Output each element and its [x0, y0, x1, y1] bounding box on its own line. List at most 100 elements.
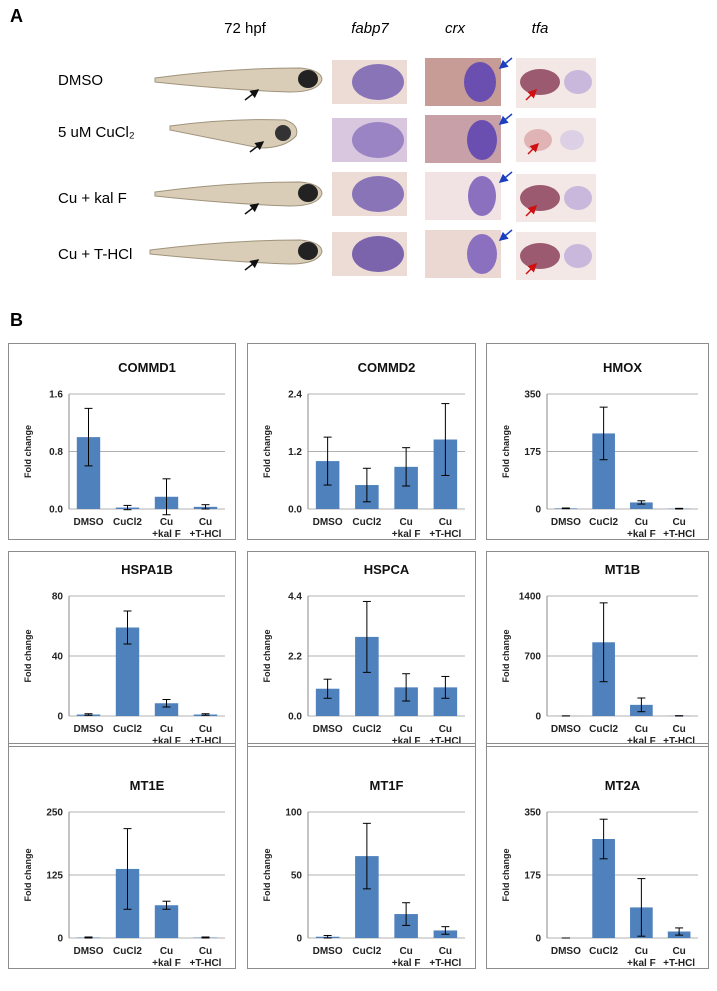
y-tick-label: 0: [296, 934, 302, 945]
x-tick-label: DMSO: [550, 724, 581, 735]
embryo-images: [149, 57, 596, 280]
x-tick-label: DMSO: [312, 946, 343, 957]
error-bar: [123, 610, 132, 645]
x-tick-label: Cu +T-HCl: [663, 517, 696, 540]
x-tick-label: CuCl2: [352, 517, 382, 528]
bar: [355, 636, 379, 716]
error-bar: [441, 675, 450, 699]
chart-panel: MT1F Fold change 0 50 100 DMSO CuCl2 Cu +kal F C…: [247, 743, 476, 969]
y-tick-label: 1400: [519, 592, 542, 603]
error-bar: [123, 828, 132, 910]
bar: [394, 687, 418, 716]
y-tick-label: 0: [535, 712, 541, 723]
chart-panel: HMOX Fold change 0 175 350 DMSO CuCl2 Cu +kal F…: [486, 343, 709, 540]
bar: [76, 437, 101, 509]
error-bar: [441, 926, 450, 935]
row-label: Cu + kal F: [58, 190, 127, 207]
error-bar: [84, 407, 93, 467]
error-bar: [362, 467, 371, 503]
chart-panel: MT1E Fold change 0 125 250 DMSO CuCl2 Cu +kal F…: [8, 743, 236, 969]
chart-panel: COMMD1 Fold change 0.0 0.8 1.6 DMSO CuCl2 Cu +k…: [8, 343, 236, 540]
chart: MT1E Fold change 0 125 250: [23, 778, 225, 945]
x-tick-label: CuCl2: [352, 946, 382, 957]
x-tick-label: Cu +kal F: [391, 946, 421, 969]
x-tick-label: Cu +T-HCl: [663, 724, 696, 747]
x-tick-label: Cu +kal F: [627, 724, 656, 747]
chart-title: MT1E: [130, 778, 165, 793]
y-tick-label: 175: [524, 871, 541, 882]
bar: [154, 703, 179, 716]
x-tick-label: Cu +kal F: [152, 724, 181, 747]
y-axis-label: Fold change: [23, 629, 33, 682]
error-bar: [362, 600, 371, 673]
error-bar: [201, 936, 210, 939]
bar: [355, 856, 379, 938]
y-axis-label: Fold change: [501, 848, 511, 901]
chart: HSPCA Fold change 0.0 2.2 4.4: [262, 562, 465, 723]
y-tick-label: 0.8: [49, 447, 63, 458]
chart-title: MT1F: [370, 778, 404, 793]
chart-panel: HSPA1B Fold change 0 40 80 DMSO CuCl2 Cu +kal F…: [8, 551, 236, 747]
bar: [630, 502, 653, 509]
y-axis-label: Fold change: [262, 425, 272, 478]
chart-title: COMMD1: [118, 360, 176, 375]
y-tick-label: 250: [46, 808, 63, 819]
fish-row: [149, 67, 323, 271]
y-axis-label: Fold change: [262, 629, 272, 682]
x-tick-label: Cu +T-HCl: [189, 517, 222, 540]
y-tick-label: 0: [57, 934, 63, 945]
chart: COMMD2 Fold change 0.0 1.2 2.4: [262, 360, 465, 516]
x-tick-label: DMSO: [73, 517, 104, 528]
y-tick-label: 1.2: [288, 447, 302, 458]
y-tick-label: 350: [524, 390, 541, 401]
row-label: 5 uM CuCl₂: [58, 124, 135, 141]
x-tick-label: DMSO: [73, 946, 104, 957]
x-tick-label: CuCl2: [113, 946, 142, 957]
error-bar: [323, 678, 332, 699]
chart-title: COMMD2: [358, 360, 416, 375]
x-tick-label: Cu +kal F: [152, 517, 181, 540]
x-tick-label: Cu +kal F: [627, 946, 656, 969]
column-label: crx: [445, 20, 465, 37]
y-axis-label: Fold change: [262, 848, 272, 901]
y-tick-label: 2.2: [288, 652, 302, 663]
row-label: DMSO: [58, 72, 103, 89]
y-tick-label: 0.0: [288, 712, 302, 723]
x-tick-label: DMSO: [312, 517, 343, 528]
y-tick-label: 0: [535, 505, 541, 516]
chart: COMMD1 Fold change 0.0 0.8 1.6: [23, 360, 225, 516]
error-bar: [599, 602, 608, 683]
error-bar: [201, 713, 210, 716]
x-tick-label: Cu +T-HCl: [189, 946, 222, 969]
column-label: tfa: [531, 20, 549, 37]
y-axis-label: Fold change: [501, 629, 511, 682]
y-tick-label: 40: [52, 652, 64, 663]
chart-panel: MT1B Fold change 0 700 1400 DMSO CuCl2 Cu +kal …: [486, 551, 709, 747]
x-tick-label: DMSO: [550, 946, 581, 957]
y-tick-label: 50: [291, 871, 303, 882]
chart-title: HMOX: [603, 360, 642, 375]
bar: [154, 905, 179, 938]
bar: [592, 433, 615, 509]
error-bar: [675, 927, 684, 936]
y-tick-label: 175: [524, 447, 541, 458]
x-tick-label: Cu +kal F: [391, 724, 421, 747]
error-bar: [84, 936, 93, 939]
y-tick-label: 4.4: [288, 592, 302, 603]
x-tick-label: CuCl2: [589, 724, 619, 735]
chart-panel: COMMD2 Fold change 0.0 1.2 2.4 DMSO CuCl2 Cu +k…: [247, 343, 476, 540]
error-bar: [637, 878, 646, 937]
error-bar: [599, 406, 608, 461]
y-tick-label: 2.4: [288, 390, 302, 401]
bar: [433, 687, 458, 716]
error-bar: [162, 900, 171, 910]
y-tick-label: 0.0: [288, 505, 302, 516]
x-tick-label: Cu +T-HCl: [189, 724, 222, 747]
panel-letter: B: [10, 310, 23, 330]
x-tick-label: DMSO: [312, 724, 343, 735]
error-bar: [561, 507, 570, 510]
x-tick-label: CuCl2: [113, 517, 142, 528]
chart-title: MT2A: [605, 778, 641, 793]
chart-title: HSPA1B: [121, 562, 173, 577]
chart-panel: MT2A Fold change 0 175 350 DMSO CuCl2 Cu +kal F…: [486, 743, 709, 969]
